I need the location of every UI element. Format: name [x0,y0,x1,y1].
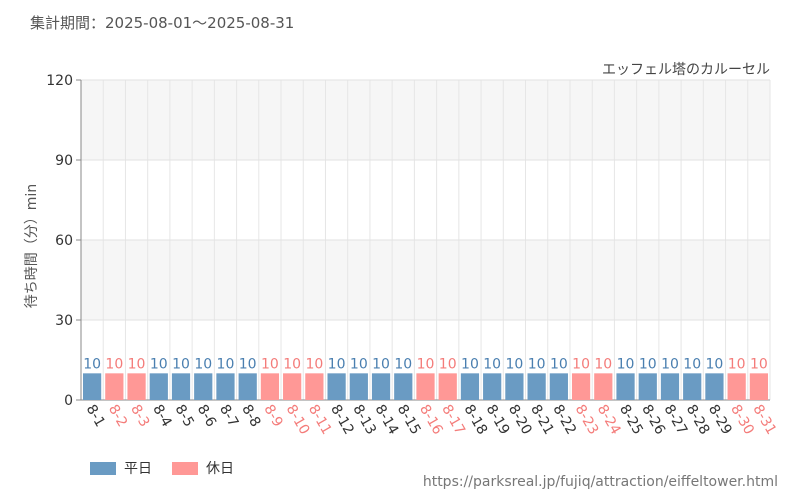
bar-8-5 [171,373,191,400]
value-label-8-23: 10 [572,356,590,372]
x-tick-label-8-2: 8-2 [105,402,130,430]
x-tick-label-8-31: 8-31 [749,402,779,438]
legend: 平日 休日 [90,458,254,478]
bar-8-20 [505,373,524,400]
plot-band [81,80,770,160]
value-label-8-12: 10 [328,356,346,372]
bar-8-16 [416,373,435,400]
bar-8-23 [571,373,591,400]
x-tick-label-8-7: 8-7 [216,402,241,430]
value-label-8-28: 10 [683,356,701,372]
legend-item-holiday: 休日 [172,458,234,478]
x-tick-label-8-6: 8-6 [194,402,219,430]
legend-swatch-holiday [172,461,198,475]
bar-8-7 [216,373,235,400]
value-label-8-15: 10 [394,356,412,372]
bar-8-15 [394,373,413,400]
bar-8-14 [371,373,391,400]
x-tick-label-8-5: 8-5 [172,402,197,430]
bar-8-18 [460,373,480,400]
value-label-8-25: 10 [617,356,635,372]
bar-8-4 [149,373,168,400]
value-label-8-22: 10 [550,356,568,372]
period-label: 集計期間：2025-08-01～2025-08-31 [30,14,295,32]
bar-8-29 [705,373,724,400]
bar-8-11 [305,373,324,400]
value-label-8-8: 10 [239,356,257,372]
bar-8-24 [594,373,613,400]
bar-8-26 [638,373,657,400]
value-label-8-18: 10 [461,356,479,372]
bar-8-17 [438,373,457,400]
plot-band [81,160,770,240]
value-label-8-24: 10 [594,356,612,372]
bar-8-19 [483,373,502,400]
value-label-8-21: 10 [528,356,546,372]
value-label-8-31: 10 [750,356,768,372]
value-label-8-10: 10 [283,356,301,372]
bar-8-31 [749,373,768,400]
value-label-8-5: 10 [172,356,190,372]
x-tick-label-8-3: 8-3 [127,402,152,430]
bar-8-21 [527,373,546,400]
y-axis-label: 待ち時間（分）min [24,184,40,308]
value-label-8-9: 10 [261,356,279,372]
attraction-name: エッフェル塔のカルーセル [602,62,770,78]
source-url: https://parksreal.jp/fujiq/attraction/ei… [422,474,778,490]
bar-8-10 [283,373,302,400]
bar-8-13 [349,373,368,400]
plot-band [81,240,770,320]
bar-8-28 [683,373,702,400]
value-label-8-16: 10 [417,356,435,372]
value-label-8-7: 10 [217,356,235,372]
bar-8-12 [327,373,346,400]
legend-item-weekday: 平日 [90,458,152,478]
bar-8-30 [727,373,746,400]
value-label-8-17: 10 [439,356,457,372]
bar-8-25 [616,373,635,400]
x-tick-label-8-1: 8-1 [83,402,108,430]
legend-label-holiday: 休日 [206,461,234,477]
value-label-8-4: 10 [150,356,168,372]
bar-8-9 [260,373,280,400]
x-tick-label-8-9: 8-9 [260,402,285,430]
value-label-8-19: 10 [483,356,501,372]
bar-8-8 [238,373,257,400]
value-label-8-29: 10 [706,356,724,372]
bar-8-1 [83,373,102,400]
bar-8-2 [105,373,124,400]
x-tick-label-8-4: 8-4 [149,402,174,430]
y-tick-label: 30 [55,313,73,329]
value-label-8-6: 10 [194,356,212,372]
legend-swatch-weekday [90,461,116,475]
bar-8-6 [194,373,213,400]
value-label-8-3: 10 [128,356,146,372]
value-label-8-20: 10 [505,356,523,372]
y-tick-label: 60 [55,233,73,249]
value-label-8-27: 10 [661,356,679,372]
value-label-8-30: 10 [728,356,746,372]
bar-8-27 [660,373,680,400]
bar-8-22 [549,373,568,400]
value-label-8-26: 10 [639,356,657,372]
value-label-8-14: 10 [372,356,390,372]
y-tick-label: 90 [55,153,73,169]
x-tick-label-8-8: 8-8 [238,402,263,430]
y-tick-label: 120 [46,73,73,89]
y-tick-label: 0 [64,393,73,409]
value-label-8-1: 10 [83,356,101,372]
legend-label-weekday: 平日 [124,461,152,477]
value-label-8-2: 10 [105,356,123,372]
value-label-8-11: 10 [305,356,323,372]
value-label-8-13: 10 [350,356,368,372]
bar-8-3 [127,373,146,400]
